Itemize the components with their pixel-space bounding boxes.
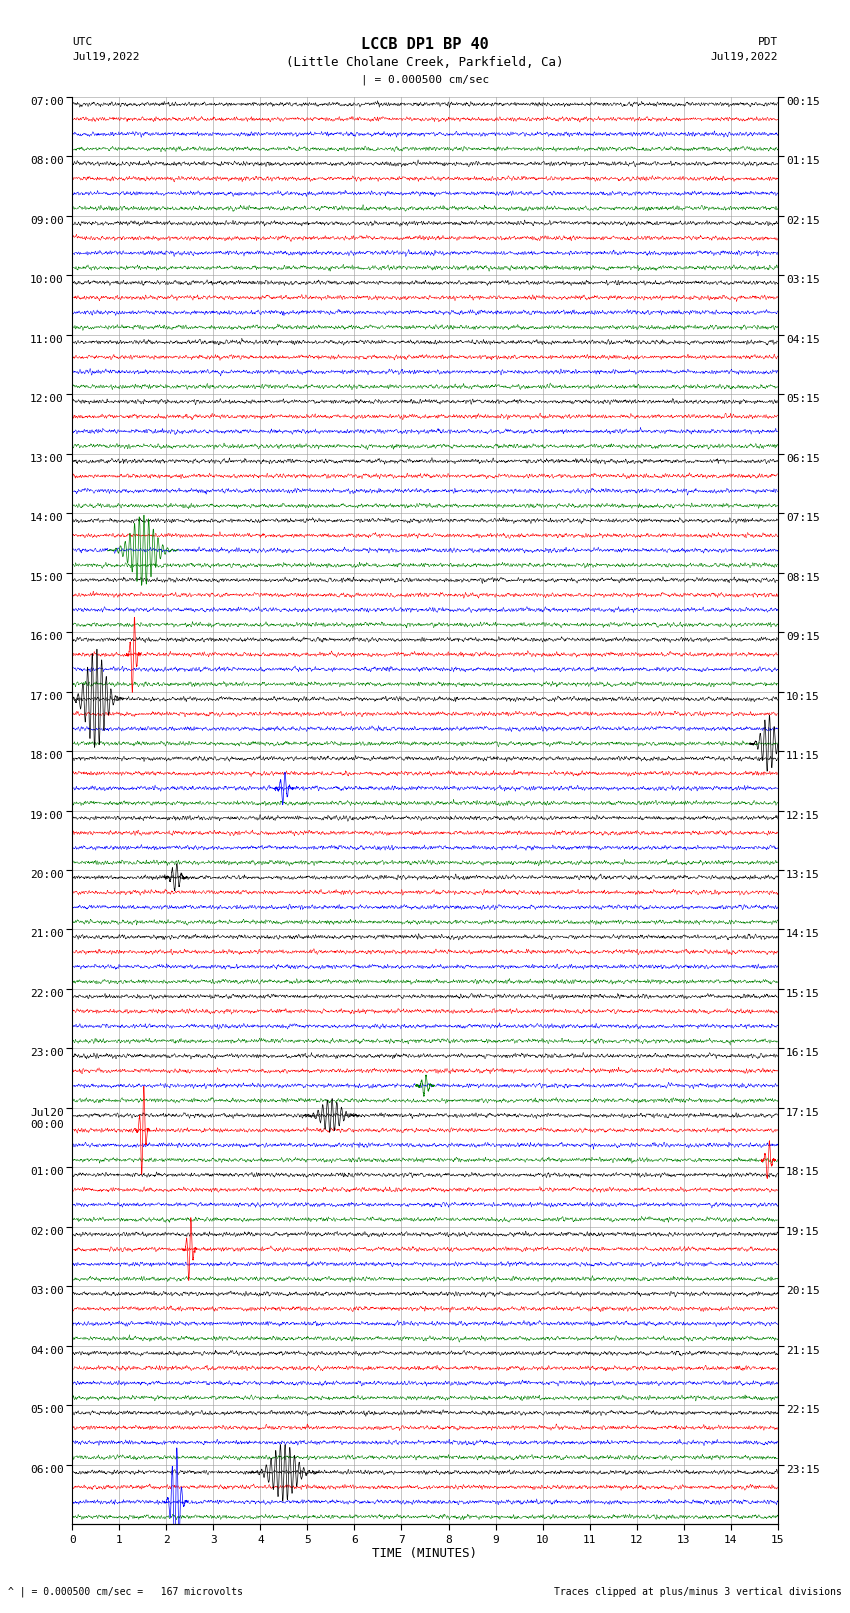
Text: (Little Cholane Creek, Parkfield, Ca): (Little Cholane Creek, Parkfield, Ca) bbox=[286, 56, 564, 69]
Text: ^ | = 0.000500 cm/sec =   167 microvolts: ^ | = 0.000500 cm/sec = 167 microvolts bbox=[8, 1586, 243, 1597]
Text: Traces clipped at plus/minus 3 vertical divisions: Traces clipped at plus/minus 3 vertical … bbox=[553, 1587, 842, 1597]
Text: | = 0.000500 cm/sec: | = 0.000500 cm/sec bbox=[361, 74, 489, 85]
X-axis label: TIME (MINUTES): TIME (MINUTES) bbox=[372, 1547, 478, 1560]
Text: Jul19,2022: Jul19,2022 bbox=[711, 52, 778, 61]
Text: PDT: PDT bbox=[757, 37, 778, 47]
Text: LCCB DP1 BP 40: LCCB DP1 BP 40 bbox=[361, 37, 489, 52]
Text: Jul19,2022: Jul19,2022 bbox=[72, 52, 139, 61]
Text: UTC: UTC bbox=[72, 37, 93, 47]
